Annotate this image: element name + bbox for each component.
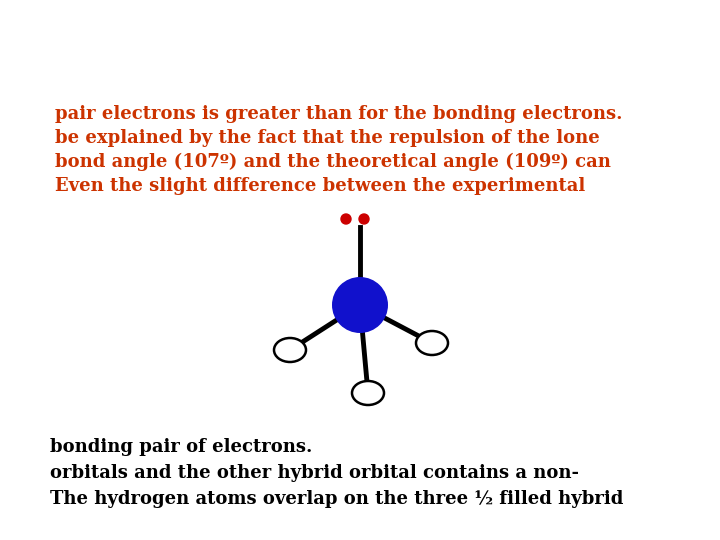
Ellipse shape <box>274 338 306 362</box>
Text: pair electrons is greater than for the bonding electrons.: pair electrons is greater than for the b… <box>55 105 623 123</box>
Text: bonding pair of electrons.: bonding pair of electrons. <box>50 438 312 456</box>
Text: The hydrogen atoms overlap on the three ½ filled hybrid: The hydrogen atoms overlap on the three … <box>50 490 624 508</box>
Circle shape <box>341 214 351 224</box>
Circle shape <box>332 277 388 333</box>
Circle shape <box>359 214 369 224</box>
Text: orbitals and the other hybrid orbital contains a non-: orbitals and the other hybrid orbital co… <box>50 464 579 482</box>
Ellipse shape <box>352 381 384 405</box>
Text: bond angle (107º) and the theoretical angle (109º) can: bond angle (107º) and the theoretical an… <box>55 153 611 171</box>
Text: Even the slight difference between the experimental: Even the slight difference between the e… <box>55 177 585 195</box>
Ellipse shape <box>416 331 448 355</box>
Text: be explained by the fact that the repulsion of the lone: be explained by the fact that the repuls… <box>55 129 600 147</box>
